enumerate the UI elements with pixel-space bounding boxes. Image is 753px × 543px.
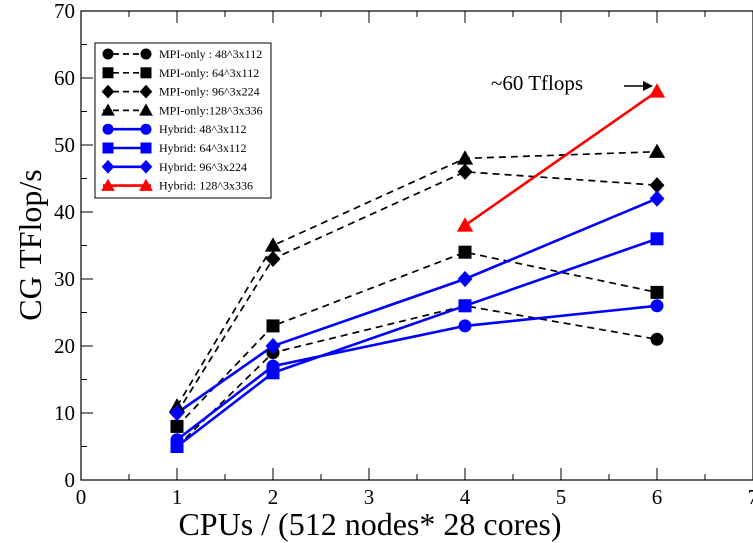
series-markers (168, 83, 666, 453)
y-tick-label: 10 (54, 401, 75, 425)
x-tick-label: 1 (172, 485, 183, 509)
y-axis-title: CG TFlop/s (12, 169, 48, 320)
data-point (458, 299, 472, 313)
legend-marker (140, 67, 152, 79)
legend-marker (140, 123, 152, 135)
legend-box (94, 42, 272, 199)
data-point (457, 270, 473, 288)
series-line (176, 251, 658, 427)
data-point (648, 83, 666, 98)
legend-label: Hybrid: 48^3x112 (159, 122, 247, 136)
series-line (176, 197, 658, 415)
legend-marker (102, 123, 114, 135)
data-point (456, 150, 474, 165)
series-line (176, 304, 658, 441)
data-point (649, 190, 665, 207)
data-point (457, 163, 473, 180)
data-point (458, 245, 472, 259)
legend-label: Hybrid: 128^3x336 (159, 179, 253, 193)
legend-marker (102, 142, 114, 154)
legend-marker (102, 67, 114, 79)
annotation-arrowhead (643, 81, 653, 91)
data-point (458, 319, 472, 333)
legend-marker (139, 178, 153, 191)
legend-label: MPI-only : 48^3x112 (159, 47, 262, 61)
data-point (169, 404, 185, 422)
legend: MPI-only : 48^3x112 MPI-only: 64^3x112 MPI… (94, 42, 272, 199)
legend-label: MPI-only:128^3x336 (159, 103, 263, 117)
x-tick-label: 2 (268, 485, 279, 509)
data-point (264, 237, 282, 252)
annotation: ~60 Tflops (491, 71, 653, 95)
x-tick-label: 6 (652, 485, 663, 509)
series-line (176, 237, 658, 448)
y-tick-label: 30 (54, 267, 75, 291)
series-line (176, 304, 658, 448)
legend-marker (101, 103, 115, 116)
x-tick-label: 4 (460, 485, 471, 509)
legend-marker (140, 48, 152, 60)
legend-marker (139, 103, 153, 116)
data-point (650, 232, 664, 246)
y-tick-label: 60 (54, 66, 75, 90)
y-tick-label: 0 (65, 468, 76, 492)
data-point (649, 177, 665, 194)
data-point (170, 419, 184, 433)
data-point (170, 440, 184, 453)
legend-marker (140, 142, 152, 154)
data-point (650, 299, 664, 313)
legend-marker (101, 178, 115, 191)
y-tick-label: 20 (54, 334, 75, 358)
data-point (266, 366, 280, 380)
x-tick-label: 3 (364, 485, 375, 509)
series-line (176, 150, 658, 407)
y-tick-label: 70 (54, 0, 75, 23)
series-lines (176, 90, 658, 448)
x-tick-label: 7 (748, 485, 753, 509)
legend-marker (139, 84, 153, 99)
legend-label: MPI-only: 96^3x224 (159, 85, 260, 99)
series-line (464, 90, 658, 227)
annotation-label: ~60 Tflops (491, 71, 583, 95)
y-tick-label: 40 (54, 200, 75, 224)
data-point (456, 217, 474, 232)
x-axis-title: CPUs / (512 nodes* 28 cores) (178, 506, 561, 542)
legend-marker (101, 84, 115, 99)
series-line (176, 170, 658, 414)
legend-marker (139, 159, 153, 174)
data-point (265, 337, 281, 355)
data-point (648, 143, 666, 158)
data-point (650, 285, 664, 299)
legend-marker (101, 159, 115, 174)
x-tick-label: 0 (76, 485, 87, 509)
x-tick-label: 5 (556, 485, 567, 509)
legend-label: Hybrid: 96^3x224 (159, 160, 247, 174)
legend-marker (102, 48, 114, 60)
data-point (265, 250, 281, 268)
legend-label: Hybrid: 64^3x112 (159, 141, 247, 155)
y-tick-label: 50 (54, 133, 75, 157)
data-point (266, 319, 280, 333)
data-point (650, 332, 664, 346)
legend-label: MPI-only: 64^3x112 (159, 66, 259, 80)
